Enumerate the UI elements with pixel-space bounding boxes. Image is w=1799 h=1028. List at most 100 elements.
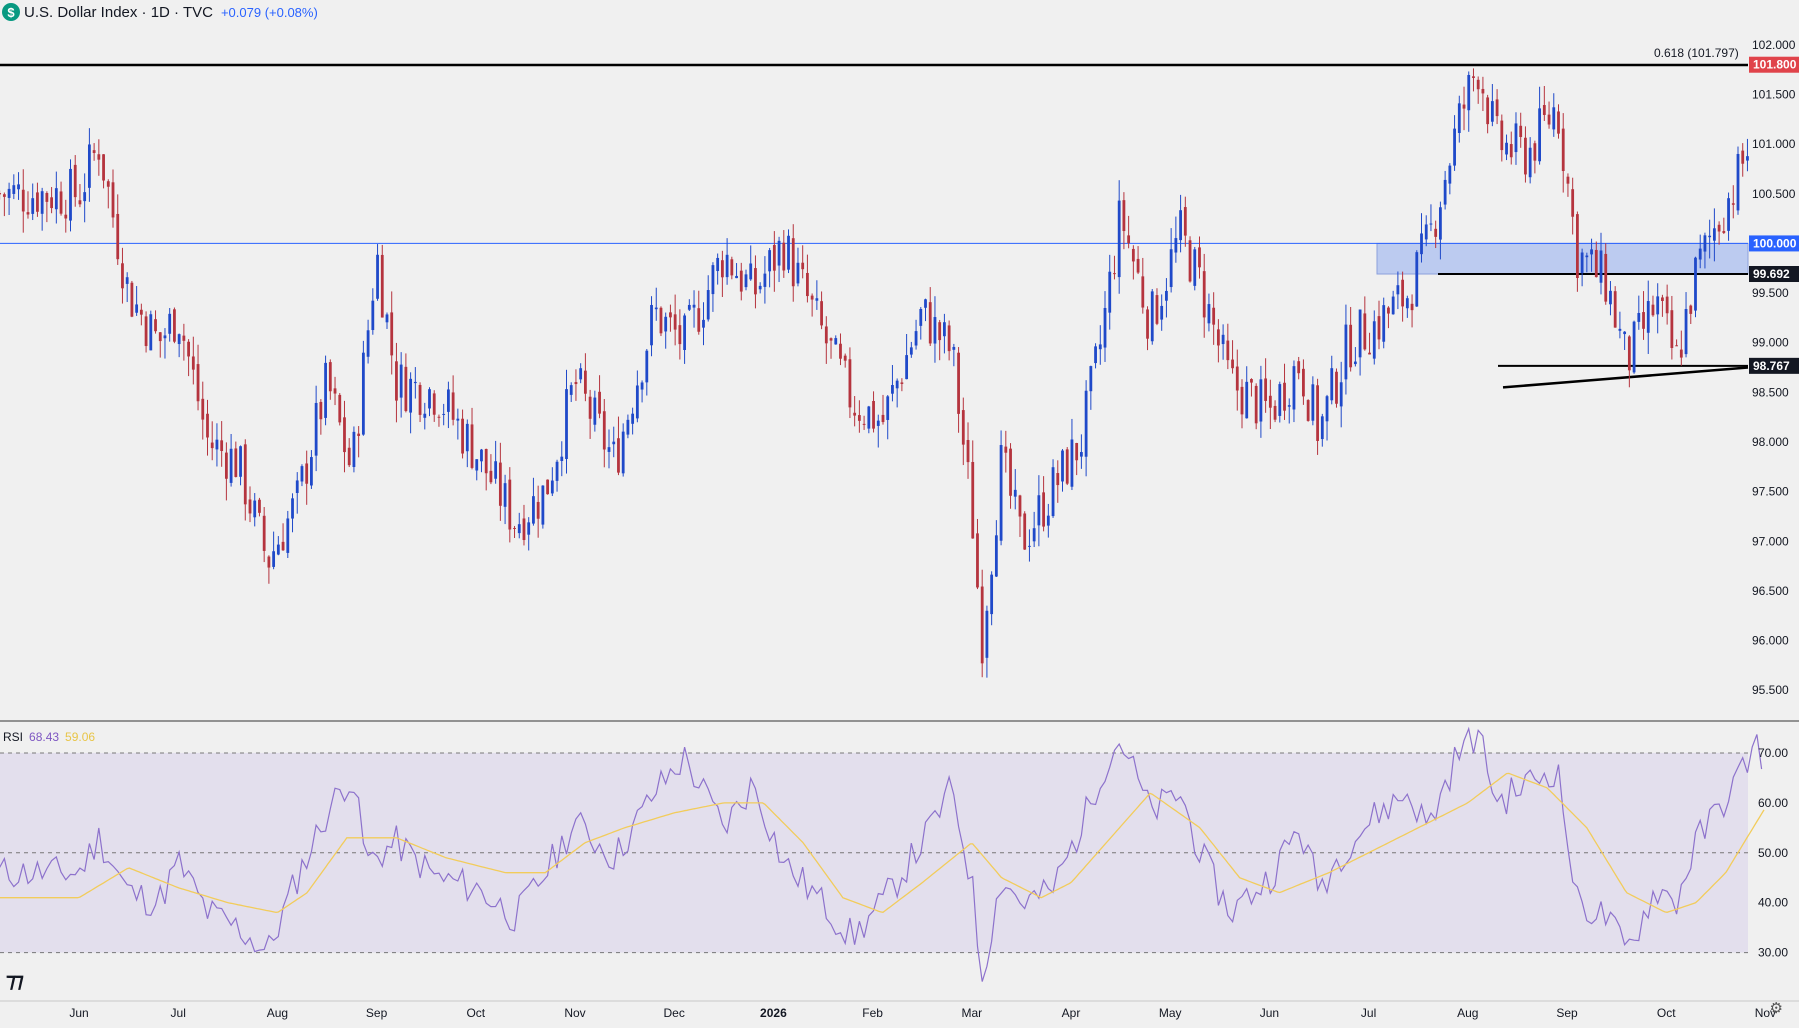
candle-body (602, 411, 606, 450)
candle-body (1547, 114, 1551, 125)
candle-body (1320, 416, 1324, 440)
candle-body (933, 317, 937, 344)
candle-body (220, 440, 224, 452)
candle-body (735, 275, 738, 279)
rsi-line (0, 726, 1763, 982)
price-change: +0.079 (+0.08%) (220, 4, 318, 20)
candle-body (1717, 224, 1721, 232)
candle-body (1675, 345, 1678, 347)
candle-body (1127, 235, 1131, 244)
candle-body (7, 188, 11, 198)
candle-body (806, 272, 809, 297)
candle-body (1368, 352, 1371, 355)
candle-body (1250, 379, 1253, 383)
candle-body (78, 200, 82, 205)
candle-body (418, 384, 422, 415)
candle-body (536, 501, 540, 519)
candle-body (262, 515, 266, 551)
candle-body (489, 470, 493, 483)
candle-body (1571, 189, 1575, 217)
candle-body (522, 518, 526, 541)
candle-body (239, 446, 242, 477)
candle-body (1179, 210, 1182, 241)
candle-body (938, 322, 942, 341)
price-tick-label: 99.000 (1752, 336, 1789, 350)
candle-body (116, 213, 120, 260)
candle-body (839, 343, 842, 359)
candle-body (121, 263, 124, 289)
settings-gear-icon[interactable]: ⚙ (1769, 1000, 1783, 1017)
candle-body (574, 382, 578, 385)
candle-body (395, 361, 398, 401)
price-tick-label: 102.000 (1752, 38, 1796, 52)
candle-body (276, 544, 280, 555)
candle-body (1476, 79, 1480, 90)
candle-body (17, 184, 20, 190)
candle-body (1500, 120, 1504, 151)
price-tick-label: 100.500 (1752, 187, 1796, 201)
rsi-legend[interactable]: RSI 68.43 59.06 (3, 730, 95, 744)
price-tick-label: 98.000 (1752, 435, 1789, 449)
candle-body (1524, 137, 1527, 175)
rsi-tick-label: 50.00 (1758, 846, 1788, 860)
symbol-header[interactable]: $ U.S. Dollar Index · 1D · TVC +0.079 (+… (2, 2, 322, 22)
candle-body (824, 326, 828, 344)
candle-body (1670, 310, 1674, 349)
candle-body (1174, 238, 1178, 253)
candle-body (1240, 386, 1244, 415)
candle-body (1358, 309, 1362, 358)
candle-body (149, 314, 153, 351)
candle-body (1221, 334, 1225, 345)
candle-body (173, 309, 176, 342)
candle-body (820, 301, 823, 326)
candle-body (1202, 271, 1206, 318)
candle-body (229, 448, 233, 483)
candle-body (480, 449, 483, 462)
rsi-tick-label: 40.00 (1758, 896, 1788, 910)
candle-body (1519, 125, 1523, 138)
candle-body (191, 356, 195, 370)
candle-body (432, 393, 436, 415)
candle-body (139, 309, 143, 315)
candle-body (749, 263, 753, 280)
candle-body (1094, 346, 1097, 364)
candle-body (210, 442, 214, 449)
candle-body (1490, 101, 1494, 122)
time-axis-label: Mar (961, 1006, 982, 1020)
candle-body (772, 244, 776, 271)
candle-body (1231, 359, 1234, 369)
candle-body (541, 485, 545, 525)
candle-body (1155, 295, 1159, 324)
candle-body (1089, 366, 1093, 392)
candle-body (1278, 384, 1282, 416)
candle-body (687, 304, 691, 310)
candle-body (1032, 528, 1036, 542)
tradingview-logo-icon[interactable]: ⁊⁊ (6, 970, 24, 992)
candle-body (1330, 368, 1334, 401)
candle-body (111, 182, 115, 218)
candle-body (612, 441, 616, 445)
candle-body (1594, 249, 1598, 278)
candle-body (26, 212, 30, 215)
candle-body (787, 235, 790, 270)
candle-body (909, 347, 913, 355)
candle-body (796, 262, 800, 284)
candle-body (626, 419, 630, 435)
price-badge-label: 101.800 (1753, 58, 1797, 72)
candle-body (1566, 176, 1570, 184)
candle-body (617, 438, 620, 473)
candle-body (1193, 249, 1197, 286)
candle-body (1009, 448, 1012, 496)
candle-body (73, 164, 77, 198)
candle-body (706, 290, 710, 320)
candle-body (692, 304, 696, 308)
candle-body (1623, 331, 1627, 335)
candle-body (1023, 513, 1027, 550)
symbol-title: U.S. Dollar Index · 1D · TVC (24, 3, 213, 21)
candle-body (2, 194, 6, 197)
candle-body (281, 541, 285, 551)
candle-body (1557, 111, 1560, 134)
candle-body (853, 412, 857, 416)
